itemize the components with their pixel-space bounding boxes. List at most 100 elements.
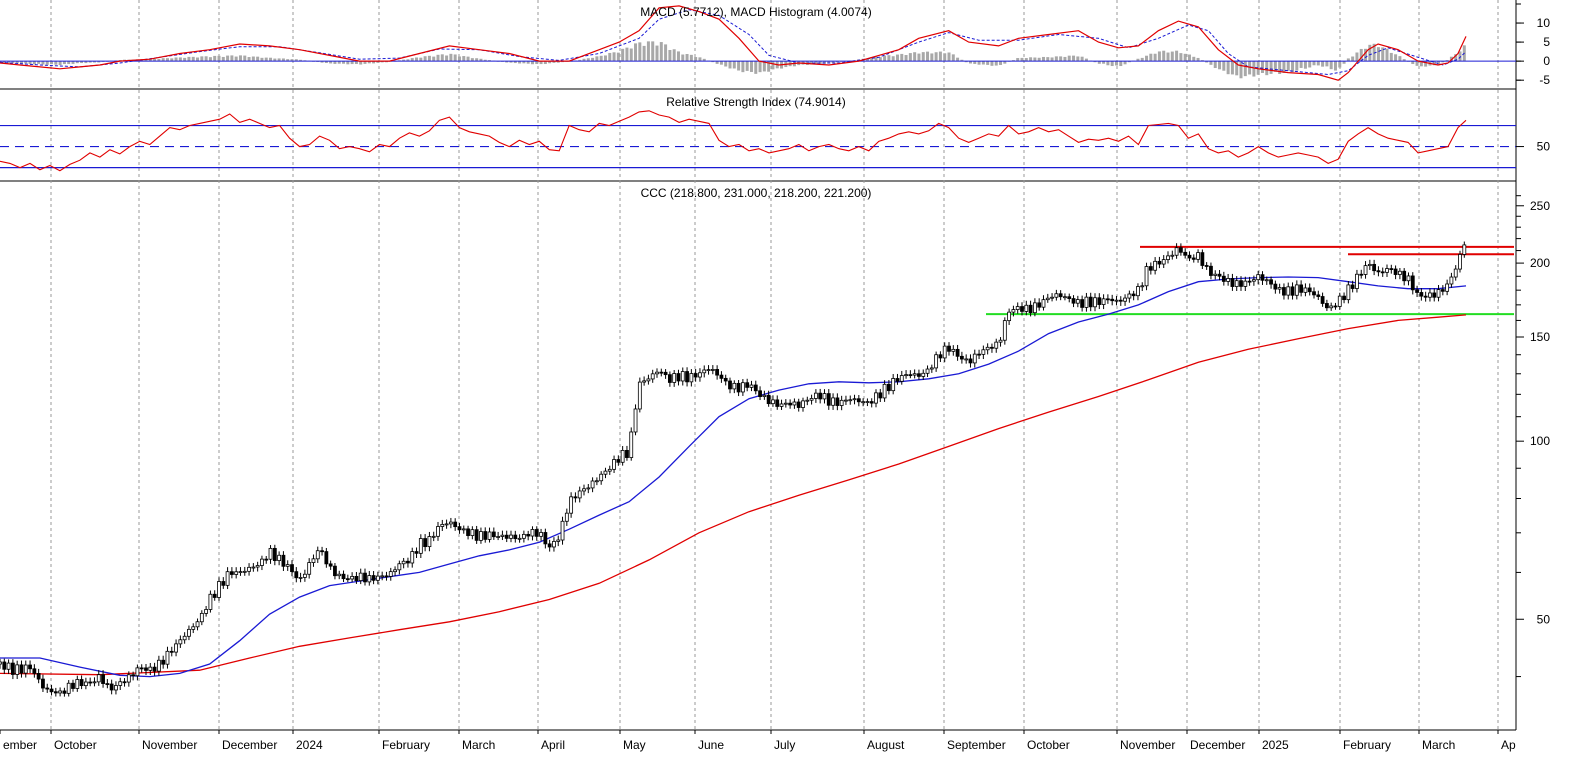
macd-histogram-bar [672,49,676,62]
macd-histogram-bar [97,61,101,63]
candle-body [496,536,501,538]
macd-histogram-bar [174,57,178,62]
candle-body [281,554,286,567]
candle-body [1144,266,1149,287]
macd-histogram-bar [281,58,285,62]
candle-body [174,643,178,653]
macd-histogram-bar [410,58,414,62]
candle-body [264,558,269,561]
x-tick-label: December [222,738,277,752]
candle-body [569,496,574,514]
candle-body [285,564,290,567]
macd-histogram-bar [1256,61,1260,75]
macd-histogram-bar [986,61,990,65]
macd-histogram-bar [719,61,723,65]
macd-histogram-bar [1140,57,1144,62]
macd-histogram-bar [582,58,586,62]
macd-histogram-bar [1016,58,1020,62]
macd-histogram-bar [530,61,534,65]
candle-body [1183,251,1188,256]
macd-histogram-bar [363,61,367,64]
candle-body [745,382,750,388]
macd-histogram-bar [904,55,908,62]
macd-histogram-bar [535,61,539,65]
macd-histogram-bar [1295,61,1299,71]
candle-body [28,664,32,670]
macd-histogram-bar [1291,61,1295,73]
macd-histogram-bar [350,61,354,65]
macd-histogram-bar [1166,52,1170,62]
macd-histogram-bar [277,58,281,62]
macd-histogram-bar [1196,57,1200,62]
candle-body [513,534,518,540]
macd-histogram-bar [1269,61,1273,74]
candle-body [255,565,260,568]
candle-body [1174,247,1179,256]
candle-body [1320,296,1325,304]
macd-title: MACD (5.7712), MACD Histogram (4.0074) [640,5,871,19]
macd-histogram-bar [62,61,66,65]
candle-body [118,681,123,686]
macd-histogram-bar [1170,51,1174,62]
candle-body [32,668,37,674]
candle-body [504,534,509,539]
candle-body [448,521,453,525]
candle-body [1449,276,1454,285]
candle-body [139,667,144,670]
macd-histogram-bar [745,61,749,71]
candle-body [1075,299,1080,304]
macd-histogram-bar [41,61,45,65]
candle-body [182,635,187,641]
candle-body [732,382,737,390]
macd-histogram-bar [947,52,951,62]
macd-histogram-bar [346,61,350,65]
candle-body [487,531,492,540]
candle-body [818,392,823,400]
macd-histogram-bar [1381,47,1385,62]
candle-body [1213,273,1218,276]
candle-body [1363,265,1368,275]
candle-body [251,566,256,569]
candle-body [534,529,539,537]
candle-body [886,383,891,392]
macd-histogram-bar [1136,58,1140,62]
candle-body [521,533,526,539]
candle-body [783,402,788,405]
macd-histogram-bar [831,61,835,64]
price-y-tick-label: 150 [1530,330,1550,344]
macd-histogram-bar [1329,61,1333,70]
macd-histogram-bar [1260,61,1264,73]
macd-histogram-bar [1299,61,1303,68]
macd-histogram-bar [990,61,994,66]
candle-body [410,551,415,564]
candle-body [19,664,24,674]
candle-body [272,547,277,561]
macd-histogram-bar [1230,61,1234,75]
candle-body [1110,298,1115,302]
candle-body [1084,296,1089,308]
candle-body [401,560,406,565]
macd-histogram-bar [269,57,273,62]
candle-body [1127,293,1132,299]
macd-histogram-bar [367,61,371,64]
macd-histogram-bar [732,61,736,69]
macd-histogram-bar [1282,61,1286,73]
candle-body [384,575,389,578]
candle-body [788,402,793,406]
macd-histogram-bar [913,52,917,62]
candle-body [1243,280,1248,287]
macd-histogram-bar [273,58,277,62]
candle-body [758,390,762,397]
candle-body [1346,284,1351,301]
macd-histogram-bar [1076,56,1080,62]
candle-body [573,496,578,499]
candle-body [165,650,170,665]
macd-histogram-bar [264,57,268,62]
candle-body [109,683,114,691]
price-y-tick-label: 200 [1530,256,1550,270]
macd-histogram-bar [423,56,427,62]
candle-body [693,373,698,378]
candle-body [1161,259,1166,265]
candle-body [1432,292,1437,298]
macd-histogram-bar [200,56,204,62]
